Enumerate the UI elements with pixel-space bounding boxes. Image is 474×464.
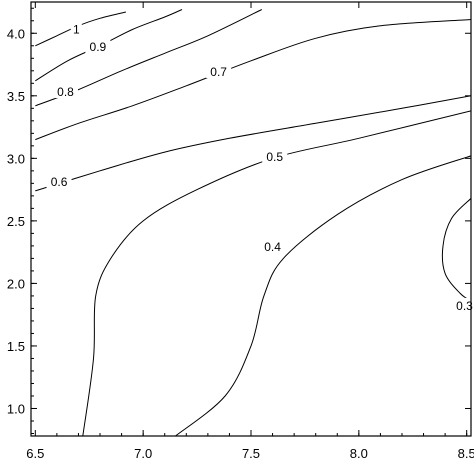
y-tick-label: 3.5 [7, 89, 25, 104]
y-tick-label: 1.5 [7, 339, 25, 354]
y-tick-label: 3.0 [7, 151, 25, 166]
contour-line-0-9 [35, 9, 183, 82]
contour-label-0-3: 0.3 [456, 299, 473, 313]
y-tick-label: 2.0 [7, 276, 25, 291]
x-tick-label: 8.0 [350, 446, 368, 461]
contour-label-0-8: 0.8 [57, 85, 74, 99]
contour-line-0-3 [441, 198, 471, 302]
y-tick-label: 4.0 [7, 26, 25, 41]
contour-label-1: 1 [73, 23, 80, 37]
contour-label-0-7: 0.7 [210, 65, 227, 79]
contour-line-0-7 [35, 19, 471, 141]
contour-label-bg-0-3 [452, 297, 474, 312]
contour-line-0-5 [82, 110, 471, 436]
y-tick-label: 1.0 [7, 401, 25, 416]
contour-label-bg-0-4 [260, 239, 286, 254]
contour-label-0-6: 0.6 [51, 175, 68, 189]
contour-label-0-5: 0.5 [266, 150, 283, 164]
x-tick-label: 6.5 [26, 446, 44, 461]
x-tick-label: 8.5 [458, 446, 474, 461]
plot-frame [30, 1, 472, 437]
contour-line-0-6 [35, 95, 471, 192]
contour-label-bg-0-7 [206, 64, 232, 79]
y-tick-label: 2.5 [7, 214, 25, 229]
contour-label-bg-1 [70, 21, 82, 36]
contour-label-bg-0-5 [262, 149, 288, 164]
contour-label-bg-0-8 [53, 84, 79, 99]
x-tick-label: 7.0 [134, 446, 152, 461]
contour-label-0-9: 0.9 [90, 40, 107, 54]
contour-line-0-4 [175, 155, 471, 436]
contour-label-0-4: 0.4 [264, 240, 281, 254]
contour-label-bg-0-9 [85, 39, 111, 54]
x-tick-label: 7.5 [242, 446, 260, 461]
contour-label-bg-0-6 [46, 174, 72, 189]
